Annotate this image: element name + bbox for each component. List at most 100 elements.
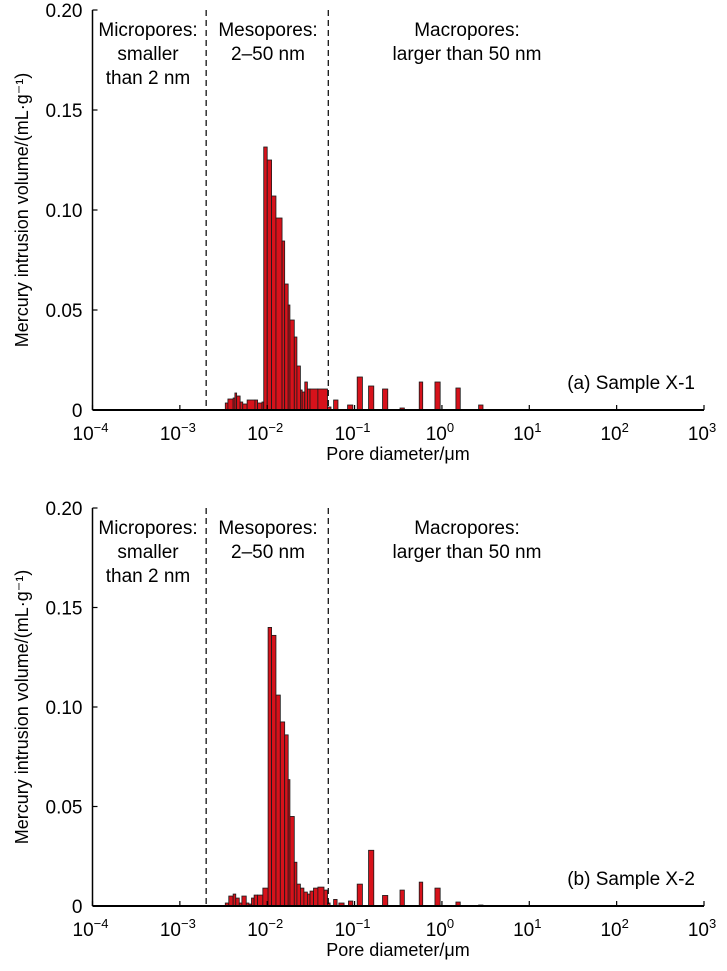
x-tick-exponent: 3 — [709, 420, 716, 435]
region-label-line: Macropores: — [414, 518, 520, 539]
x-tick-base: 10 — [426, 920, 447, 941]
region-label-line: Micropores: — [98, 20, 197, 41]
bar — [296, 365, 301, 411]
bar — [275, 217, 283, 411]
bar — [279, 721, 286, 907]
bar — [368, 849, 375, 907]
x-tick-base: 10 — [160, 920, 181, 941]
x-tick-exponent: 3 — [709, 916, 716, 931]
bar — [333, 399, 339, 411]
bar — [399, 889, 405, 907]
x-tick-base: 10 — [513, 424, 534, 445]
x-tick-exponent: −1 — [356, 916, 371, 931]
bar — [289, 319, 295, 411]
x-tick-label: 102 — [600, 420, 628, 445]
region-label-line: larger than 50 nm — [393, 44, 542, 65]
bar — [323, 889, 328, 907]
x-tick-base: 10 — [688, 920, 709, 941]
bar — [266, 159, 272, 411]
y-tick-label: 0.20 — [46, 499, 83, 520]
x-tick-base: 10 — [426, 424, 447, 445]
x-tick-label: 10−3 — [160, 916, 196, 941]
x-tick-label: 10−2 — [247, 420, 283, 445]
y-tick-label: 0.05 — [46, 301, 83, 322]
region-label-line: larger than 50 nm — [393, 542, 542, 563]
region-label-line: smaller — [117, 542, 179, 563]
x-tick-label: 10−4 — [73, 916, 109, 941]
x-tick-exponent: −4 — [94, 420, 109, 435]
x-tick-base: 10 — [513, 920, 534, 941]
region-label-line: than 2 nm — [106, 566, 191, 587]
macropores-label: Macropores: larger than 50 nm — [393, 518, 542, 563]
x-tick-exponent: −2 — [268, 916, 283, 931]
bar — [284, 283, 289, 411]
micropores-label: Micropores: smaller than 2 nm — [98, 20, 197, 89]
x-tick-label: 10−4 — [73, 420, 109, 445]
bar — [257, 402, 263, 411]
bar — [303, 891, 308, 907]
bar — [368, 385, 375, 411]
x-tick-label: 102 — [600, 916, 628, 941]
bar — [382, 388, 389, 411]
x-tick-label: 10−1 — [335, 420, 371, 445]
y-tick-label: 0.05 — [46, 798, 83, 819]
bar — [317, 388, 328, 411]
region-label-line: 2–50 nm — [231, 44, 305, 65]
x-tick-base: 10 — [73, 424, 94, 445]
x-tick-base: 10 — [247, 920, 268, 941]
bar — [236, 395, 241, 411]
bar — [228, 895, 234, 907]
x-tick-exponent: −3 — [181, 916, 196, 931]
bar — [271, 634, 277, 907]
y-axis-title: Mercury intrusion volume/(mL·g⁻¹) — [12, 570, 32, 845]
bar — [418, 881, 424, 907]
y-axis-title: Mercury intrusion volume/(mL·g⁻¹) — [12, 73, 32, 348]
bar — [356, 376, 363, 411]
bar — [257, 894, 264, 907]
bar — [434, 887, 441, 907]
x-tick-base: 10 — [600, 920, 621, 941]
x-tick-label: 101 — [513, 916, 541, 941]
region-label-line: than 2 nm — [106, 68, 191, 89]
x-axis-title: Pore diameter/μm — [326, 940, 469, 960]
x-tick-base: 10 — [247, 424, 268, 445]
bar — [455, 387, 461, 411]
x-tick-base: 10 — [688, 424, 709, 445]
x-tick-label: 10−2 — [247, 916, 283, 941]
x-tick-exponent: 2 — [622, 420, 629, 435]
bar — [289, 816, 295, 907]
bar — [227, 398, 234, 411]
macropores-label: Macropores: larger than 50 nm — [393, 20, 542, 65]
region-label-line: Mesopores: — [218, 518, 317, 539]
y-tick-label: 0.10 — [46, 698, 83, 719]
bar — [267, 627, 272, 907]
x-tick-base: 10 — [335, 920, 356, 941]
region-label-line: Mesopores: — [218, 20, 317, 41]
bar — [275, 694, 281, 907]
x-tick-exponent: 0 — [447, 916, 454, 931]
bar — [296, 883, 301, 907]
x-tick-base: 10 — [73, 920, 94, 941]
bar — [309, 388, 319, 411]
x-tick-label: 100 — [426, 420, 454, 445]
x-tick-label: 103 — [688, 916, 716, 941]
panel-label: (a) Sample X-1 — [567, 373, 695, 394]
bar — [418, 381, 424, 411]
y-tick-label: 0 — [72, 401, 83, 422]
region-label-line: Micropores: — [98, 518, 197, 539]
y-tick-label: 0.15 — [46, 101, 83, 122]
x-tick-base: 10 — [160, 424, 181, 445]
x-tick-label: 103 — [688, 420, 716, 445]
bar — [241, 895, 247, 907]
x-tick-label: 10−1 — [335, 916, 371, 941]
x-tick-exponent: 1 — [534, 916, 541, 931]
x-tick-base: 10 — [335, 424, 356, 445]
bar — [253, 894, 259, 907]
mesopores-label: Mesopores: 2–50 nm — [218, 20, 317, 65]
x-tick-label: 100 — [426, 916, 454, 941]
x-tick-exponent: −3 — [181, 420, 196, 435]
x-tick-exponent: 0 — [447, 420, 454, 435]
bar — [300, 887, 305, 907]
region-label-line: smaller — [117, 44, 179, 65]
